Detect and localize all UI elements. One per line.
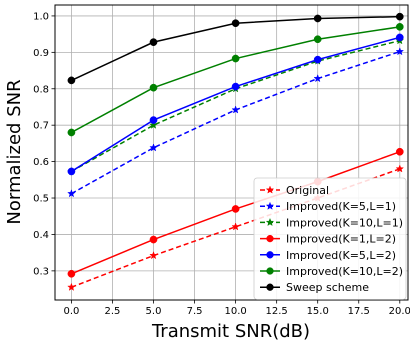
legend-entry: Improved(K=5,L=2): [260, 249, 396, 262]
data-point: [266, 267, 274, 275]
x-tick-label: 12.5: [266, 306, 288, 317]
y-tick-label: 0.3: [33, 266, 49, 277]
series-1: [67, 47, 405, 198]
x-axis-ticks: 0.0 2.5 5.0 7.5 10.0 12.5 15.0 17.5 20.0: [63, 300, 410, 317]
data-point: [149, 116, 158, 124]
data-point: [231, 82, 240, 91]
data-point: [266, 234, 274, 243]
data-point: [395, 33, 404, 42]
data-point-star: [265, 201, 275, 210]
x-tick-label: 2.5: [105, 306, 121, 317]
data-point: [149, 38, 158, 46]
x-tick-label: 0.0: [63, 306, 79, 317]
data-point: [313, 55, 322, 64]
x-tick-label: 15.0: [307, 306, 329, 317]
x-tick-label: 20.0: [389, 306, 410, 317]
y-tick-label: 0.6: [33, 157, 49, 168]
x-axis-title: Transmit SNR(dB): [151, 321, 310, 342]
data-point-star: [67, 189, 76, 198]
data-point-star: [231, 105, 240, 114]
legend-entry: Improved(K=10,L=1): [260, 216, 403, 229]
data-point: [395, 12, 404, 21]
data-point-star: [313, 74, 322, 83]
data-point-star: [395, 164, 405, 173]
data-point-star: [265, 185, 275, 194]
data-point-star: [149, 120, 158, 129]
legend-label: Improved(K=1,L=2): [286, 233, 396, 246]
legend-label: Sweep scheme: [286, 281, 369, 294]
data-point-star: [149, 251, 158, 260]
x-tick-label: 10.0: [224, 306, 246, 317]
data-point: [149, 83, 158, 92]
data-point: [313, 14, 322, 23]
series-6: [67, 12, 404, 85]
legend-entry: Original: [260, 184, 329, 197]
data-point-star: [265, 217, 275, 227]
x-tick-label: 5.0: [146, 306, 162, 317]
legend-entry: Improved(K=10,L=2): [260, 265, 403, 278]
x-tick-label: 17.5: [348, 306, 370, 317]
data-point: [67, 128, 76, 137]
legend: Original Improved(K=5,L=1) Improved(K=10,L…: [253, 177, 407, 300]
y-tick-label: 0.9: [33, 48, 49, 59]
data-point-star: [149, 143, 158, 152]
data-point-star: [67, 282, 76, 291]
legend-label: Improved(K=10,L=2): [286, 265, 403, 278]
y-tick-label: 1.0: [33, 11, 49, 22]
legend-label: Improved(K=5,L=1): [286, 200, 396, 213]
legend-box: [253, 177, 407, 300]
data-point: [149, 235, 158, 244]
data-point: [231, 19, 240, 28]
y-tick-label: 0.5: [33, 194, 49, 205]
y-tick-label: 0.8: [33, 84, 49, 95]
data-point: [67, 269, 76, 278]
legend-entry: Improved(K=1,L=2): [260, 233, 396, 246]
x-tick-label: 7.5: [187, 306, 203, 317]
y-axis-ticks: 0.3 0.4 0.5 0.6 0.7 0.8 0.9 1.0: [33, 11, 55, 277]
data-point: [231, 54, 240, 63]
data-point: [67, 167, 76, 176]
data-point: [313, 35, 322, 44]
y-tick-label: 0.7: [33, 121, 49, 132]
data-point: [67, 76, 76, 85]
legend-label: Improved(K=10,L=1): [286, 216, 403, 229]
legend-label: Original: [286, 184, 329, 197]
y-axis-title: Normalized SNR: [4, 79, 25, 224]
legend-entry: Sweep scheme: [260, 281, 369, 294]
y-tick-label: 0.4: [33, 230, 49, 241]
legend-entry: Improved(K=5,L=1): [260, 200, 396, 213]
series-5: [67, 23, 404, 137]
series-4: [67, 33, 404, 176]
plot-frame: [54, 4, 409, 301]
legend-label: Improved(K=5,L=2): [286, 249, 396, 262]
grid: [55, 5, 408, 300]
data-point-star: [395, 47, 405, 56]
data-point: [395, 147, 404, 156]
data-point: [231, 205, 240, 213]
data-point: [266, 251, 274, 259]
data-point-star: [231, 222, 240, 231]
data-point: [266, 283, 274, 291]
data-point: [395, 23, 404, 31]
